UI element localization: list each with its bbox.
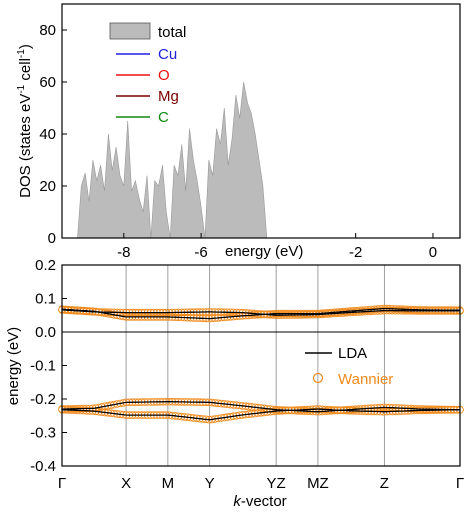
legend-label-wannier: Wannier <box>338 371 393 388</box>
bands-ylabel: energy (eV) <box>5 327 22 405</box>
dos-ylabel: DOS (states eV-1 cell-1) <box>16 44 34 198</box>
lda-band-line <box>61 309 460 316</box>
legend-label-o: O <box>158 67 170 84</box>
dos-plot-frame <box>61 3 461 239</box>
band-series-group <box>58 304 464 424</box>
band-ticks-group: 0.20.10.0-0.1-0.2-0.3-0.4Γ X M Y YZ MZ Z Γ <box>30 257 464 492</box>
lda-band-line <box>61 408 461 421</box>
bands-plot-frame <box>61 264 461 467</box>
dos-xtick-label: -8 <box>117 244 130 261</box>
dos-total-area <box>77 81 445 239</box>
bands-xlabel: k-vector <box>233 493 286 510</box>
dos-legend: total Cu O Mg C <box>109 22 186 126</box>
bands-ytick-label: -0.4 <box>30 458 56 475</box>
bands-ytick-label: 0.1 <box>35 291 56 308</box>
dos-xtick-label: -2 <box>349 244 362 261</box>
lda-band-line <box>61 401 460 413</box>
dos-xlabel: energy (eV) <box>225 243 303 260</box>
dos-ylabel-mid: cell <box>17 58 34 85</box>
kpoint-label: M <box>162 475 175 492</box>
dos-ylabel-sup2: -1 <box>16 49 27 58</box>
band-grid-group <box>62 265 460 466</box>
dos-ytick-label: 60 <box>39 74 56 91</box>
dos-ytick-label: 40 <box>39 126 56 143</box>
bands-panel: 0.20.10.0-0.1-0.2-0.3-0.4Γ X M Y YZ MZ Z Γ LDA … <box>5 257 464 510</box>
dos-ytick-label: 20 <box>39 178 56 195</box>
legend-swatch-total <box>109 22 151 40</box>
dos-ytick-label: 80 <box>39 22 56 39</box>
kpoint-label: MZ <box>307 475 329 492</box>
bands-xlabel-rest: -vector <box>241 493 287 510</box>
dos-series-group <box>77 81 445 239</box>
dos-ylabel-main: DOS (states eV <box>17 94 34 198</box>
bands-ytick-label: -0.3 <box>30 425 56 442</box>
dos-panel: -8 -6 -2 0 0 20 40 60 80 total Cu O Mg C energy … <box>16 3 461 261</box>
dos-ylabel-sup1: -1 <box>16 84 27 93</box>
legend-label-c: C <box>158 109 169 126</box>
dos-ticks-group: -8 -6 -2 0 0 20 40 60 80 <box>39 22 437 261</box>
legend-label-lda: LDA <box>338 345 367 362</box>
bands-ytick-label: -0.2 <box>30 391 56 408</box>
bands-ytick-label: -0.1 <box>30 358 56 375</box>
legend-marker-wannier <box>312 372 324 384</box>
bands-legend: LDA Wannier <box>305 345 393 388</box>
legend-label-cu: Cu <box>158 46 177 63</box>
kpoint-label: YZ <box>267 475 286 492</box>
kpoint-label: Y <box>205 475 215 492</box>
kpoint-label: X <box>121 475 131 492</box>
bands-ytick-label: 0.2 <box>35 257 56 274</box>
bands-xlabel-k: k <box>233 493 242 510</box>
dos-xtick-label: -6 <box>194 244 207 261</box>
kpoint-label: Γ <box>58 475 66 492</box>
kpoint-label: Γ <box>456 475 464 492</box>
bands-ytick-label: 0.0 <box>35 324 56 341</box>
legend-label-total: total <box>158 24 186 41</box>
legend-label-mg: Mg <box>158 88 179 105</box>
dos-ylabel-end: ) <box>17 44 34 49</box>
dos-xtick-label: 0 <box>429 244 437 261</box>
dos-ytick-label: 0 <box>48 230 56 247</box>
kpoint-label: Z <box>380 475 389 492</box>
